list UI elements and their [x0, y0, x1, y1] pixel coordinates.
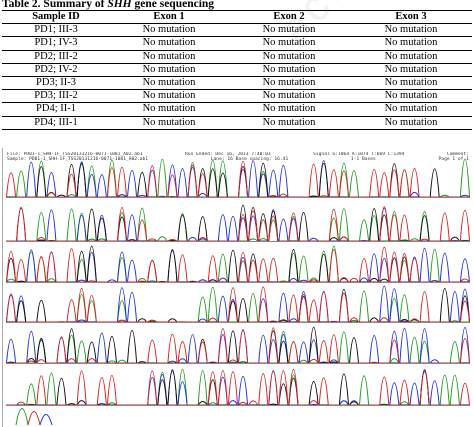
cell-exon-1: No mutation: [110, 75, 228, 91]
trace-baseline: [6, 282, 470, 283]
trace-A: [15, 408, 29, 426]
trace-baseline: [6, 197, 470, 198]
trace-panel-partial: [6, 406, 470, 426]
cell-sample-id: PD2; IV-2: [2, 62, 110, 77]
header-sample-id: Sample ID: [2, 9, 110, 25]
table-row: PD1; III-3 No mutation No mutation No mutat…: [2, 23, 472, 38]
trace-baseline: [6, 405, 470, 406]
cell-exon-1: No mutation: [110, 36, 228, 51]
cell-exon-1: No mutation: [110, 89, 228, 104]
cell-exon-2: No mutation: [228, 115, 350, 130]
table-row: PD2; IV-2 No mutation No mutation No mutati…: [2, 62, 472, 77]
trace-T: [6, 161, 470, 198]
table-row: PD4; III-1 No mutation No mutation No mutat…: [2, 115, 472, 130]
trace-T: [6, 246, 470, 283]
trace-panel: [6, 158, 470, 198]
trace-panel: [6, 204, 470, 242]
header-exon-1: Exon 1: [110, 9, 228, 25]
cell-exon-3: No mutation: [350, 75, 472, 91]
trace-C: [39, 414, 53, 426]
header-exon-3: Exon 3: [350, 9, 472, 25]
cell-exon-3: No mutation: [350, 89, 472, 104]
cell-exon-2: No mutation: [228, 75, 350, 91]
cell-exon-1: No mutation: [110, 23, 228, 38]
run-ended: Run Ended: Dec 16, 2013 7:40:03: [184, 152, 271, 157]
trace-panel: [6, 285, 470, 323]
cell-exon-1: No mutation: [110, 115, 228, 130]
cell-sample-id: PD4; II-1: [2, 102, 110, 117]
cell-sample-id: PD3; III-2: [2, 89, 110, 104]
cell-exon-2: No mutation: [228, 89, 350, 104]
cell-exon-2: No mutation: [228, 23, 350, 38]
cell-exon-3: No mutation: [350, 115, 472, 130]
file-name: File: PD01-1_SHH-1F_TSS20131216-0071-108…: [7, 152, 143, 157]
cell-sample-id: PD4; III-1: [2, 115, 110, 130]
table-caption: Table 2. Summary of SHH gene sequencing: [2, 0, 215, 10]
cell-exon-3: No mutation: [350, 62, 472, 77]
summary-table: Sample ID Exon 1 Exon 2 Exon 3 PD1; III-…: [2, 9, 472, 130]
chromatogram-header: File: PD01-1_SHH-1F_TSS20131216-0071-108…: [7, 152, 469, 162]
gene-name: SHH: [107, 0, 132, 10]
cell-exon-3: No mutation: [350, 49, 472, 64]
cell-exon-3: No mutation: [350, 102, 472, 117]
cell-exon-2: No mutation: [228, 49, 350, 64]
trace-panel: [6, 326, 470, 364]
sequencing-chromatogram: File: PD01-1_SHH-1F_TSS20131216-0071-108…: [2, 148, 473, 427]
cell-exon-2: No mutation: [228, 62, 350, 77]
signal-values: Signal G:1064 A:1074 T:669 C:1394: [313, 152, 405, 157]
trace-baseline: [6, 363, 470, 364]
table-row: PD1; IV-3 No mutation No mutation No mutati…: [2, 36, 472, 51]
sample-name: Sample: PD01-1_SHH-1F_TSS20131216-0071-1…: [7, 157, 149, 163]
cell-exon-3: No mutation: [350, 23, 472, 38]
table-row: PD3; II-3 No mutation No mutation No mutati…: [2, 75, 472, 91]
comment-label: Comment:: [446, 152, 469, 157]
table-row: PD3; III-2 No mutation No mutation No mutat…: [2, 89, 472, 104]
trace-T: [27, 411, 41, 426]
cell-exon-1: No mutation: [110, 102, 228, 117]
trace-baseline: [6, 241, 470, 242]
cell-exon-2: No mutation: [228, 36, 350, 51]
table-header-row: Sample ID Exon 1 Exon 2 Exon 3: [2, 9, 472, 25]
trace-panel: [6, 368, 470, 406]
table-row: PD4; II-1 No mutation No mutation No mutati…: [2, 102, 472, 117]
header-exon-2: Exon 2: [228, 9, 350, 25]
trace-baseline: [6, 322, 470, 323]
cell-exon-3: No mutation: [350, 36, 472, 51]
cell-sample-id: PD2; III-2: [2, 49, 110, 64]
cell-exon-1: No mutation: [110, 62, 228, 77]
trace-panel: [6, 245, 470, 283]
cell-sample-id: PD1; III-3: [2, 23, 110, 38]
cell-sample-id: PD1; IV-3: [2, 36, 110, 51]
bases-info: 1-1 Bases: [350, 157, 376, 163]
lane-info: Lane: 16 Base spacing: 16.41: [210, 157, 289, 163]
page-info: Page 1 of 1: [438, 157, 469, 163]
cell-exon-1: No mutation: [110, 49, 228, 64]
trace-T: [6, 368, 470, 406]
cell-exon-2: No mutation: [228, 102, 350, 117]
table-row: PD2; III-2 No mutation No mutation No mutat…: [2, 49, 472, 64]
cell-sample-id: PD3; II-3: [2, 75, 110, 91]
